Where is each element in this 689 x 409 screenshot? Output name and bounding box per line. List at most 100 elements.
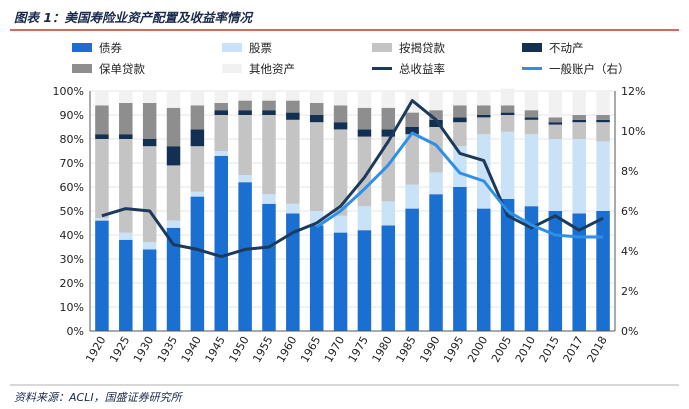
- bar-policyloan-1925: [119, 103, 133, 135]
- legend-label-policyloan: 保单贷款: [99, 62, 145, 76]
- bar-mortgage-1920: [95, 139, 109, 219]
- bar-other-2018: [596, 91, 610, 115]
- bar-mortgage-1975: [357, 136, 372, 207]
- bar-bond-2010: [524, 206, 539, 331]
- bar-stock-1945: [214, 151, 228, 156]
- source-note: 资料来源：ACLI，国盛证券研究所: [14, 391, 184, 404]
- y-right-tick-label: 0%: [621, 325, 638, 338]
- bar-realestate-2010: [524, 117, 539, 120]
- bar-bond-2015: [548, 211, 563, 331]
- y-left-tick-label: 10%: [60, 301, 84, 314]
- x-tick-label-1925: 1925: [107, 334, 132, 365]
- bar-stock-2018: [596, 141, 610, 211]
- bar-policyloan-1975: [357, 107, 372, 130]
- bar-realestate-2017: [572, 119, 586, 123]
- bar-other-2010: [524, 91, 539, 111]
- bar-policyloan-1950: [238, 100, 252, 111]
- x-tick-label-1970: 1970: [322, 334, 347, 365]
- bar-stock-2015: [548, 139, 563, 211]
- bar-bond-2018: [596, 211, 610, 331]
- bar-realestate-2018: [596, 119, 610, 123]
- bar-policyloan-2017: [572, 115, 586, 120]
- bar-other-2015: [548, 91, 563, 118]
- bar-policyloan-2015: [548, 117, 563, 123]
- x-tick-label-1955: 1955: [250, 334, 275, 365]
- bar-other-1920: [95, 91, 109, 106]
- bar-mortgage-1950: [238, 115, 252, 175]
- bar-other-1955: [262, 91, 276, 101]
- bar-other-2005: [500, 88, 515, 106]
- x-tick-label-2000: 2000: [465, 334, 490, 365]
- bar-stock-1980: [381, 201, 396, 226]
- bar-mortgage-1980: [381, 136, 396, 202]
- x-tick-label-1930: 1930: [131, 334, 156, 365]
- bar-other-1945: [214, 91, 228, 103]
- bar-mortgage-1935: [166, 165, 181, 221]
- bar-policyloan-2010: [524, 110, 539, 118]
- bar-bond-1955: [262, 203, 276, 331]
- y-left-tick-label: 20%: [60, 277, 84, 290]
- x-tick-label-1995: 1995: [441, 334, 466, 365]
- legend-swatch-mortgage: [372, 43, 392, 52]
- bar-policyloan-1985: [405, 112, 419, 127]
- y-left-tick-label: 60%: [60, 181, 84, 194]
- x-tick-label-1950: 1950: [226, 334, 251, 365]
- bar-other-1950: [238, 91, 252, 101]
- bar-mortgage-1940: [190, 146, 205, 192]
- legend-swatch-bond: [72, 43, 92, 52]
- bar-other-1960: [286, 91, 300, 101]
- line-series: [101, 99, 604, 259]
- bar-realestate-2000: [477, 115, 491, 118]
- y-left-tick-label: 80%: [60, 133, 84, 146]
- bar-policyloan-1945: [214, 103, 228, 111]
- bar-policyloan-1940: [190, 105, 205, 130]
- x-tick-label-2010: 2010: [513, 334, 538, 365]
- bar-other-1930: [142, 91, 157, 103]
- bar-bond-1990: [429, 194, 443, 331]
- bar-realestate-1930: [142, 139, 157, 147]
- bar-policyloan-1970: [333, 105, 348, 123]
- bar-policyloan-1930: [142, 103, 157, 139]
- bar-bond-1920: [95, 220, 109, 331]
- bar-policyloan-1965: [309, 103, 324, 115]
- bar-other-1940: [190, 91, 205, 106]
- x-tick-label-2005: 2005: [489, 334, 514, 365]
- bar-stock-1950: [238, 175, 252, 183]
- y-left-tick-label: 70%: [60, 157, 84, 170]
- legend-swatch-other: [222, 64, 242, 73]
- legend-label-total_yield: 总收益率: [399, 62, 445, 76]
- bar-other-1980: [381, 91, 396, 108]
- bar-bond-1980: [381, 225, 396, 331]
- bar-policyloan-1955: [262, 100, 276, 111]
- bar-mortgage-1990: [429, 127, 443, 173]
- x-tick-label-1945: 1945: [203, 334, 228, 365]
- bar-policyloan-1995: [453, 105, 467, 118]
- bar-realestate-1975: [357, 129, 372, 137]
- y-right-tick-label: 10%: [621, 125, 645, 138]
- legend-swatch-policyloan: [72, 64, 92, 73]
- bar-bond-2000: [477, 208, 491, 331]
- bar-realestate-1920: [95, 134, 109, 139]
- bar-policyloan-2000: [477, 105, 491, 115]
- legend-label-general_account: 一般账户（右）: [549, 62, 630, 76]
- bar-other-1935: [166, 91, 181, 108]
- y-left-tick-label: 30%: [60, 253, 84, 266]
- bar-realestate-1925: [119, 134, 133, 139]
- bar-realestate-1965: [309, 115, 324, 123]
- bar-other-1975: [357, 91, 372, 108]
- bar-mortgage-2010: [524, 119, 539, 135]
- bar-realestate-1960: [286, 112, 300, 120]
- bar-realestate-1980: [381, 129, 396, 137]
- bar-realestate-1950: [238, 110, 252, 115]
- bar-stock-1935: [166, 220, 181, 228]
- bar-stock-2017: [572, 139, 586, 214]
- bar-mortgage-1945: [214, 115, 228, 151]
- bar-bond-2017: [572, 213, 586, 331]
- x-tick-label-1975: 1975: [346, 334, 371, 365]
- bar-bond-1940: [190, 196, 205, 331]
- bar-stock-2005: [500, 131, 515, 199]
- bar-other-1970: [333, 91, 348, 106]
- y-left-tick-label: 100%: [53, 85, 84, 98]
- bar-bond-1975: [357, 230, 372, 331]
